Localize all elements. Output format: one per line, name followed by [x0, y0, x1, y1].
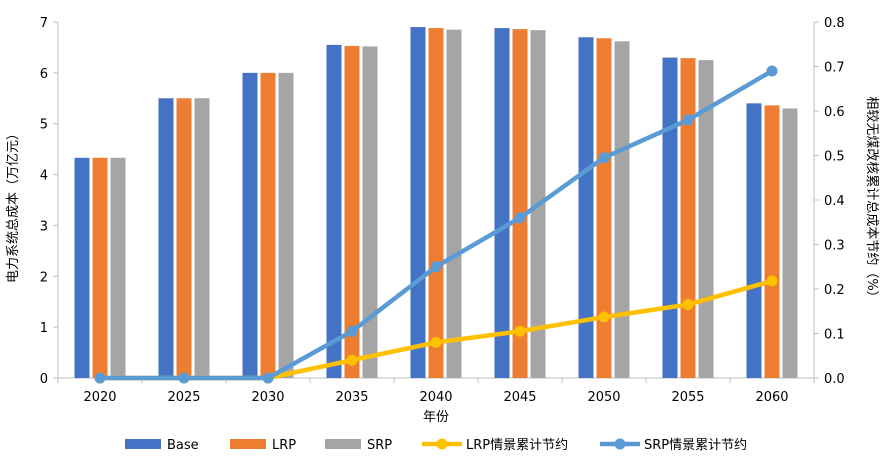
legend-label: SRP: [367, 438, 392, 453]
bar-base-2030: [242, 72, 258, 378]
y-tick-label: 4: [40, 169, 48, 184]
x-tick-label: 2060: [755, 390, 788, 405]
x-tick-label: 2020: [83, 390, 116, 405]
legend-label: LRP: [272, 438, 296, 453]
bar-base-2040: [410, 27, 426, 378]
legend-swatch-srp: [325, 439, 361, 449]
point-series-1-2035: [346, 354, 358, 366]
x-axis-label: 年份: [423, 410, 449, 425]
bar-srp-2060: [782, 108, 798, 378]
legend: Base LRP SRP LRP情景累计节约 SRP情景累计节约: [125, 438, 747, 453]
bar-base-2050: [578, 37, 594, 378]
y-tick-label: 0: [40, 372, 48, 387]
bars: [74, 27, 798, 379]
bar-srp-2030: [278, 72, 294, 378]
x-tick-label: 2030: [251, 390, 284, 405]
point-series-2-2055: [682, 114, 694, 126]
bar-srp-2025: [194, 98, 210, 379]
y2-tick-label: 0.6: [824, 105, 845, 120]
x-tick-label: 2035: [335, 390, 368, 405]
point-series-2-2020: [94, 372, 106, 384]
point-series-1-2040: [430, 336, 442, 348]
y2-tick-label: 0.5: [824, 150, 845, 165]
bar-lrp-2030: [260, 72, 276, 378]
bar-srp-2050: [614, 41, 630, 378]
point-series-1-2050: [598, 311, 610, 323]
legend-swatch-base: [125, 439, 161, 449]
y2-tick-label: 0.3: [824, 239, 845, 254]
y2-tick-label: 0.2: [824, 283, 845, 298]
point-series-2-2025: [178, 372, 190, 384]
bar-lrp-2050: [596, 38, 612, 378]
bar-lrp-2035: [344, 45, 360, 378]
bar-srp-2035: [362, 46, 378, 378]
bar-base-2020: [74, 157, 90, 378]
x-tick-label: 2050: [587, 390, 620, 405]
bar-base-2060: [746, 103, 762, 378]
bar-lrp-2060: [764, 105, 780, 379]
y2-tick-label: 0.7: [824, 61, 845, 76]
bar-base-2025: [158, 98, 174, 379]
bar-lrp-2025: [176, 98, 192, 379]
point-series-1-2060: [766, 275, 778, 287]
y2-tick-label: 0.1: [824, 328, 845, 343]
bar-lrp-2020: [92, 157, 108, 378]
legend-label: Base: [167, 438, 199, 453]
y-tick-label: 3: [40, 219, 48, 234]
point-series-2-2030: [262, 372, 274, 384]
y-tick-label: 5: [40, 118, 48, 133]
point-series-2-2045: [514, 212, 526, 224]
bar-base-2045: [494, 28, 510, 379]
x-tick-label: 2045: [503, 390, 536, 405]
legend-marker-4: [614, 438, 626, 450]
y-tick-label: 7: [40, 16, 48, 31]
bar-lrp-2040: [428, 28, 444, 379]
point-series-2-2060: [766, 65, 778, 77]
y-tick-label: 6: [40, 67, 48, 82]
x-tick-label: 2055: [671, 390, 704, 405]
legend-label: LRP情景累计节约: [466, 438, 568, 453]
x-tick-label: 2025: [167, 390, 200, 405]
x-tick-label: 2040: [419, 390, 452, 405]
bar-lrp-2045: [512, 29, 528, 379]
bar-srp-2040: [446, 29, 462, 378]
bar-lrp-2055: [680, 58, 696, 378]
point-series-2-2050: [598, 152, 610, 164]
y2-tick-label: 0.8: [824, 16, 845, 31]
legend-swatch-lrp: [230, 439, 266, 449]
bar-base-2035: [326, 44, 342, 379]
bar-base-2055: [662, 57, 678, 378]
lines: [94, 65, 778, 384]
y2-tick-label: 0.0: [824, 372, 845, 387]
bar-srp-2020: [110, 157, 126, 378]
point-series-1-2055: [682, 299, 694, 311]
point-series-1-2045: [514, 325, 526, 337]
y2-axis-label: 相较无煤改核累计总成本节约（%）: [864, 96, 879, 303]
y2-tick-label: 0.4: [824, 194, 845, 209]
y-tick-label: 2: [40, 270, 48, 285]
point-series-2-2040: [430, 261, 442, 273]
y-tick-label: 1: [40, 321, 48, 336]
point-series-2-2035: [346, 325, 358, 337]
legend-label: SRP情景累计节约: [644, 438, 747, 453]
legend-marker-3: [436, 438, 448, 450]
y-axis-label: 电力系统总成本（万亿元）: [6, 127, 21, 283]
